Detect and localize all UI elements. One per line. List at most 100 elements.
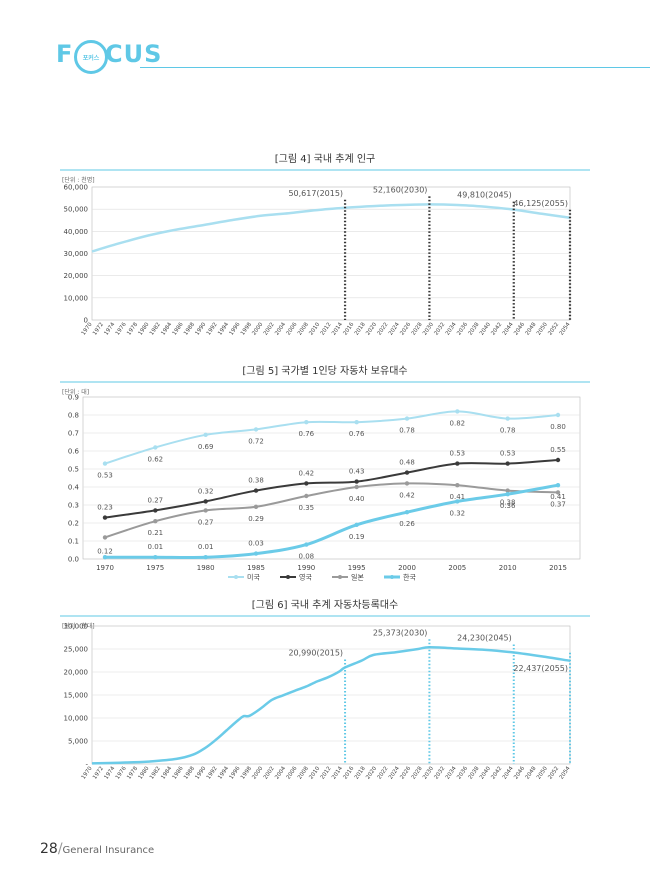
data-label: 0.26 — [399, 520, 415, 528]
data-label: 0.76 — [349, 430, 365, 438]
data-point — [203, 499, 208, 504]
x-tick-label: 1995 — [348, 564, 366, 572]
unit-label: [단위 : 천대] — [62, 622, 95, 630]
data-point — [555, 457, 561, 463]
data-point — [354, 479, 359, 484]
x-tick-label: 1972 — [92, 766, 105, 781]
x-tick-label: 2046 — [513, 765, 526, 780]
annotation-label: 24,230(2045) — [457, 634, 512, 643]
data-point — [253, 504, 259, 509]
x-tick-label: 2048 — [525, 321, 538, 336]
x-tick-label: 2000 — [251, 765, 264, 780]
data-point — [354, 522, 359, 527]
legend-label: 영국 — [299, 573, 312, 582]
x-tick-label: 2040 — [479, 765, 492, 780]
x-tick-label: 1974 — [103, 765, 116, 780]
data-point — [304, 493, 309, 499]
legend-marker — [234, 575, 238, 579]
data-point — [102, 461, 108, 466]
data-point — [455, 499, 460, 504]
x-tick-label: 2015 — [549, 564, 567, 572]
data-point — [102, 515, 108, 520]
x-tick-label: 1976 — [115, 321, 128, 336]
y-tick-label: 0.3 — [68, 502, 79, 510]
x-tick-label: 2044 — [502, 321, 515, 336]
x-tick-label: 2022 — [377, 322, 390, 337]
data-point — [555, 490, 561, 495]
y-tick-label: 15,000 — [64, 692, 89, 700]
x-tick-label: 1978 — [126, 765, 139, 780]
x-tick-label: 2030 — [422, 765, 435, 780]
data-label: 0.78 — [399, 427, 415, 435]
data-point — [304, 481, 309, 486]
focus-logo: F 포커스 CUS — [56, 40, 176, 74]
data-point — [153, 445, 158, 450]
series-line-2 — [104, 482, 559, 539]
x-tick-label: 2050 — [536, 765, 549, 780]
data-label: 0.03 — [248, 540, 264, 548]
plot-area — [82, 396, 581, 560]
data-label: 0.27 — [148, 496, 164, 504]
series-line-3 — [105, 483, 559, 559]
data-label: 0.80 — [550, 423, 566, 431]
data-label: 0.37 — [550, 500, 566, 508]
y-tick-label: 0.6 — [68, 448, 80, 456]
x-tick-label: 1985 — [247, 564, 265, 572]
annotation-label: 50,617(2015) — [288, 189, 343, 198]
data-point — [153, 508, 158, 513]
chart-title: [그림 5] 국가별 1인당 자동차 보유대수 — [242, 365, 407, 377]
x-tick-label: 2050 — [536, 321, 549, 336]
y-tick-label: 0.7 — [68, 430, 79, 438]
data-label: 0.01 — [198, 543, 214, 551]
x-tick-label: 1984 — [160, 321, 173, 336]
chart-title: [그림 4] 국내 추계 인구 — [275, 153, 375, 165]
data-point — [555, 412, 561, 418]
y-tick-label: 20,000 — [64, 272, 89, 280]
logo-inner-text: 포커스 — [82, 54, 100, 62]
x-tick-label: 1982 — [149, 322, 162, 337]
annotation-label: 20,990(2015) — [288, 648, 343, 657]
x-tick-label: 2020 — [365, 765, 378, 780]
annotation-label: 25,373(2030) — [373, 628, 428, 637]
x-tick-label: 2024 — [388, 321, 401, 336]
y-tick-label: 30,000 — [64, 623, 89, 631]
unit-label: [단위 : 천명] — [62, 176, 95, 184]
x-tick-label: 2008 — [297, 321, 310, 336]
x-tick-label: 2054 — [559, 765, 572, 780]
y-tick-label: 25,000 — [64, 646, 89, 654]
x-tick-label: 2024 — [388, 765, 401, 780]
data-point — [555, 483, 561, 488]
data-point — [505, 416, 510, 421]
x-tick-label: 2038 — [468, 321, 481, 336]
data-label: 0.27 — [198, 518, 214, 526]
x-tick-label: 2018 — [354, 765, 367, 780]
data-label: 0.43 — [349, 468, 365, 476]
logo-letters-cus: CUS — [105, 40, 163, 68]
series-line-1 — [104, 459, 559, 519]
data-point — [455, 461, 460, 466]
data-point — [404, 510, 410, 515]
x-tick-label: 2052 — [547, 766, 560, 781]
x-tick-label: 1982 — [149, 766, 162, 781]
logo-ring-icon: 포커스 — [74, 40, 108, 74]
data-label: 0.35 — [299, 504, 315, 512]
x-tick-label: 2016 — [342, 321, 355, 336]
data-point — [404, 416, 410, 421]
y-tick-label: 0.2 — [68, 520, 79, 528]
y-tick-label: 0.8 — [68, 412, 79, 420]
x-tick-label: 2004 — [274, 321, 287, 336]
data-label: 0.69 — [198, 443, 214, 451]
data-point — [505, 461, 510, 466]
x-tick-label: 1970 — [96, 564, 114, 572]
data-point — [253, 551, 259, 556]
annotation-label: 52,160(2030) — [373, 185, 428, 194]
data-label: 0.19 — [349, 533, 365, 541]
data-point — [304, 420, 309, 425]
data-point — [354, 420, 359, 425]
x-tick-label: 2038 — [468, 765, 481, 780]
page-footer: 28/General Insurance — [40, 838, 154, 857]
data-label: 0.29 — [248, 515, 264, 523]
x-tick-label: 2030 — [422, 321, 435, 336]
x-tick-label: 2000 — [251, 321, 264, 336]
annotation-label: 46,125(2055) — [513, 199, 568, 208]
